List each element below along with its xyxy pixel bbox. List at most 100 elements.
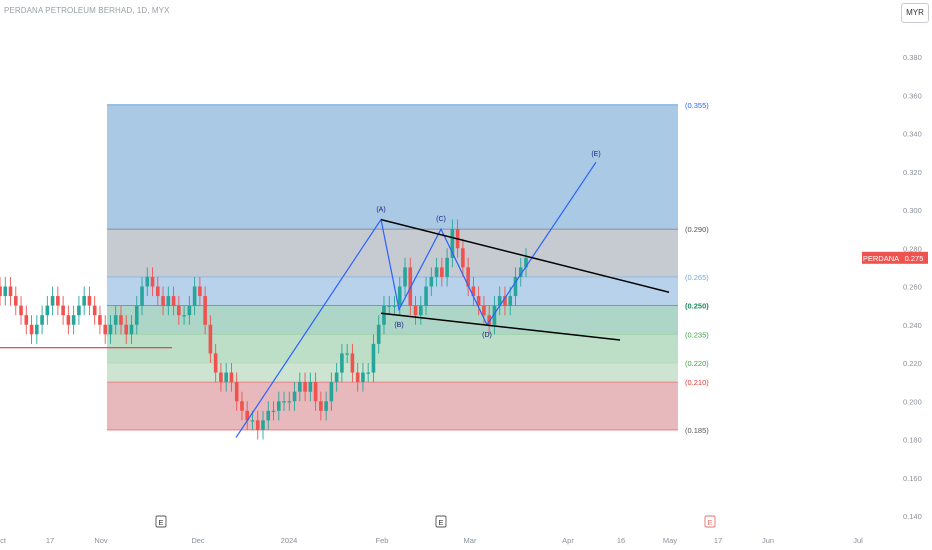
x-tick-label: 2024 [281,536,298,545]
candle-body [403,267,407,287]
candle [403,257,407,297]
earnings-marker-box [704,515,716,528]
wave-path [235,161,597,438]
x-tick-label: ct [0,536,7,545]
wave-label: (B) [394,322,403,329]
y-tick-label: 0.220 [903,359,922,368]
candle-body [150,276,155,287]
candle [24,305,29,335]
candle-body [392,305,397,307]
earnings-marker-box [155,515,167,528]
candle [82,286,86,316]
candle-body [482,305,486,316]
candle [40,305,44,335]
y-tick-label: 0.140 [903,512,922,521]
candle [129,315,134,344]
price-tag-symbol-bg [862,251,900,264]
candle [298,372,302,402]
candle-body [161,296,165,306]
candle-body [19,305,23,316]
candle [524,248,528,277]
fib-level-label: (0.290) [685,225,709,234]
currency-button[interactable]: MYR [901,3,929,23]
fib-level-label: (0.185) [685,426,709,435]
candle-body [508,296,513,306]
wave-label: (C) [436,216,446,223]
candle [340,343,344,383]
candle-body [140,286,144,306]
candle-body [308,382,313,392]
candle [103,315,107,344]
candle [245,401,250,430]
fib-level-label: (0.210) [685,378,709,387]
fib-zone [107,305,678,335]
candle [98,305,102,335]
candle-body [329,382,334,402]
candle-body [382,305,386,325]
candle [355,363,360,392]
candle [192,276,197,316]
price-tag-symbol: PERDANA [863,254,899,263]
price-tag-value: 0.275 [905,254,924,263]
candle [476,286,481,316]
candle-body [66,315,71,325]
candle-body [387,305,392,307]
candle-body [303,382,307,392]
candle-body [366,372,370,374]
candle [219,363,223,392]
earnings-marker[interactable]: E [435,515,447,528]
candle [229,363,234,392]
candle [66,305,71,335]
candle [240,391,244,421]
candle [276,391,281,421]
candle-body [261,420,265,430]
earnings-marker-label: E [438,518,443,527]
candle-body [71,315,76,325]
candle [361,363,365,392]
candle-body [434,267,439,277]
candle-body [182,315,186,317]
candle [77,296,81,325]
candle-body [298,382,302,392]
wave-label: (A) [376,207,385,214]
candle-body [408,267,413,306]
candle [87,286,92,316]
candle [255,410,260,440]
candle-body [61,305,65,316]
candle-body [203,296,207,325]
earnings-marker[interactable]: E [155,515,167,528]
candle-body [134,305,139,325]
candle-body [492,305,497,325]
x-tick-label: Jul [853,536,863,545]
y-tick-label: 0.160 [903,474,922,483]
earnings-marker[interactable]: E [704,515,716,528]
candle-body [8,286,13,297]
candle [466,257,470,297]
candle-body [213,353,218,373]
candle-body [35,324,39,335]
candle [308,372,313,402]
y-tick-label: 0.260 [903,283,922,292]
candle-body [276,401,281,411]
candle-body [119,315,123,325]
candle-body [461,248,465,268]
candle-body [266,410,271,421]
y-tick-label: 0.280 [903,244,922,253]
candle [0,276,2,306]
candle [440,257,444,287]
candle [429,267,434,297]
candle-body [361,372,365,383]
candle-body [397,286,402,306]
candle [187,296,192,325]
candle [329,372,334,411]
candle [513,267,518,306]
candle-body [424,286,428,306]
candle [492,296,497,335]
candle [119,305,123,335]
candle [292,382,297,411]
candle [271,401,276,421]
x-tick-label: Apr [562,536,574,545]
y-tick-label: 0.360 [903,91,922,100]
candle [434,257,439,287]
